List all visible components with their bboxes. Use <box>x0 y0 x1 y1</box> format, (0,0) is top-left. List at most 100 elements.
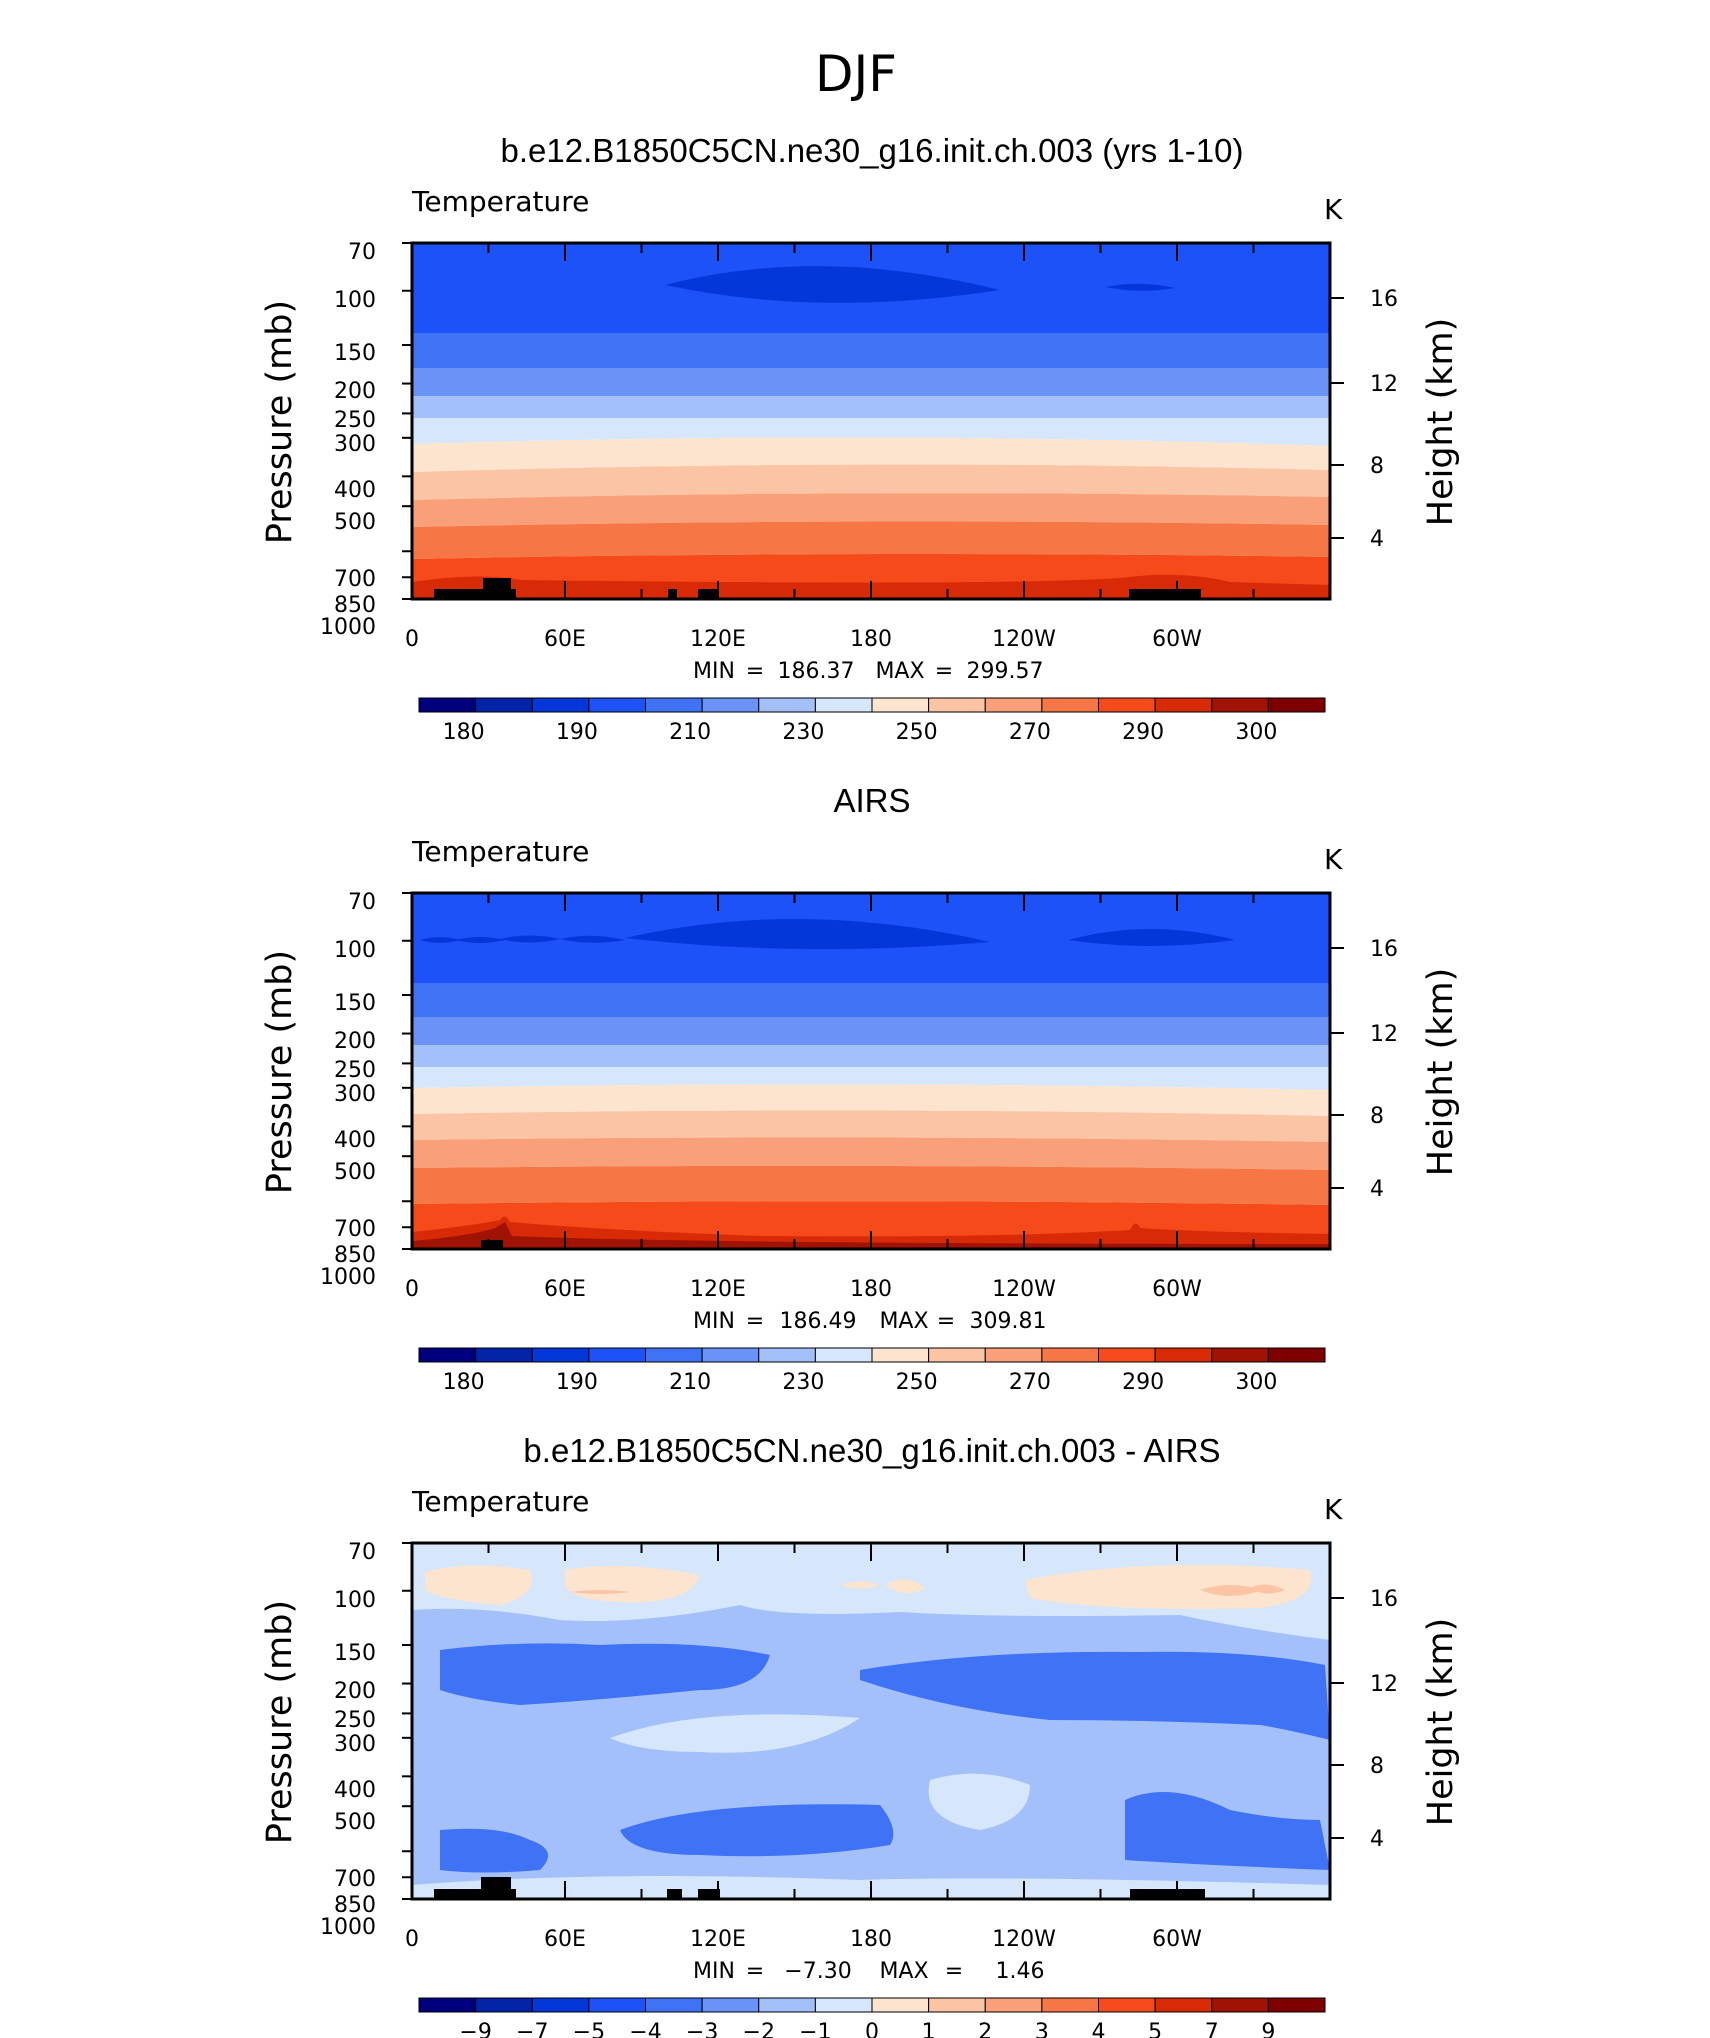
pressure-tick-label: 300 <box>334 1732 376 1757</box>
y-axis-label: Pressure (mb) <box>260 950 300 1194</box>
variable-label: Temperature <box>411 1485 589 1518</box>
diff-warm-patches <box>425 1564 1312 1609</box>
colorbar-box <box>814 1347 873 1363</box>
band-9 <box>412 493 1330 527</box>
colorbar-box <box>871 1347 930 1363</box>
diff-upper-blue <box>440 1643 1330 1740</box>
colorbar-label: 210 <box>669 1370 711 1395</box>
panel-model: b.e12.B1850C5CN.ne30_g16.init.ch.003 (yr… <box>260 132 1461 745</box>
band-5 <box>412 1045 1330 1067</box>
colorbar-box <box>1211 1997 1269 2013</box>
colorbar-label: 270 <box>1009 720 1051 745</box>
band-8 <box>412 464 1330 500</box>
pressure-tick-label: 300 <box>334 432 376 457</box>
colorbar-box <box>1098 697 1156 713</box>
colorbar-label: 230 <box>782 720 824 745</box>
band-cold-core-2 <box>1105 283 1175 291</box>
longitude-tick-label: 120W <box>992 1927 1056 1952</box>
colorbar-box <box>871 697 930 713</box>
height-tick-label: 4 <box>1370 527 1384 552</box>
colorbar-box <box>418 697 477 713</box>
stats-max: 1.46 <box>996 1959 1045 1984</box>
colorbar-label: 290 <box>1122 720 1164 745</box>
colorbar-box <box>928 1997 986 2013</box>
band-4 <box>412 1017 1330 1045</box>
colorbar-label: 190 <box>556 1370 598 1395</box>
height-tick-label: 16 <box>1370 1587 1398 1612</box>
colorbar-box <box>1267 697 1326 713</box>
panel-title: b.e12.B1850C5CN.ne30_g16.init.ch.003 (yr… <box>501 132 1244 169</box>
panel-title: AIRS <box>833 782 910 819</box>
y-axis-label: Pressure (mb) <box>260 300 300 544</box>
y-axis-right-label: Height (km) <box>1421 968 1461 1177</box>
colorbar-label: 180 <box>443 720 485 745</box>
colorbar-box <box>418 1347 477 1363</box>
height-tick-label: 8 <box>1370 454 1384 479</box>
topography <box>481 1240 503 1249</box>
colorbar-box <box>1041 1347 1099 1363</box>
colorbar: 180 190 210 230 250 270 290 300 <box>418 1347 1326 1395</box>
diff-light-tongue <box>610 1714 1030 1830</box>
y-axis-label: Pressure (mb) <box>260 1600 300 1844</box>
pressure-tick-label: 500 <box>334 1810 376 1835</box>
colorbar-label: 250 <box>896 720 938 745</box>
stats-eq: = <box>746 1959 764 1984</box>
y-axis-right-label: Height (km) <box>1421 1618 1461 1827</box>
panel-airs: AIRS Temperature K Pressure (mb) Height … <box>260 782 1461 1395</box>
pressure-tick-label: 1000 <box>320 615 376 640</box>
colorbar-label: 300 <box>1235 1370 1277 1395</box>
pressure-tick-label: 300 <box>334 1082 376 1107</box>
height-tick-label: 16 <box>1370 937 1398 962</box>
band-3 <box>412 333 1330 368</box>
band-5 <box>412 396 1330 418</box>
pressure-tick-label: 150 <box>334 1641 376 1666</box>
stats-eq: = <box>937 1309 955 1334</box>
units-label: K <box>1324 1493 1343 1526</box>
colorbar-box <box>645 1997 703 2013</box>
units-label: K <box>1324 193 1343 226</box>
pressure-tick-label: 100 <box>334 938 376 963</box>
colorbar-box <box>758 1347 816 1363</box>
colorbar-box <box>1154 1997 1213 2013</box>
colorbar-label: −5 <box>573 2020 605 2038</box>
longitude-tick-label: 0 <box>405 627 419 652</box>
height-tick-label: 4 <box>1370 1827 1384 1852</box>
topography <box>481 1877 511 1899</box>
colorbar-box <box>701 1997 760 2013</box>
longitude-tick-label: 180 <box>850 1927 892 1952</box>
topography <box>1130 1889 1205 1899</box>
colorbar-label: 5 <box>1148 2020 1162 2038</box>
topography <box>668 589 677 599</box>
height-tick-label: 16 <box>1370 287 1398 312</box>
height-tick-label: 4 <box>1370 1177 1384 1202</box>
pressure-tick-label: 250 <box>334 1708 376 1733</box>
colorbar-box <box>1267 1347 1326 1363</box>
topography <box>483 578 511 599</box>
colorbar-box <box>814 1997 873 2013</box>
pressure-tick-label: 70 <box>348 890 376 915</box>
colorbar-label: 4 <box>1092 2020 1106 2038</box>
plot-area <box>410 891 1332 1251</box>
height-tick-label: 8 <box>1370 1754 1384 1779</box>
stats-max-label: MAX <box>875 659 924 684</box>
stats-min-label: MIN <box>693 1959 735 1984</box>
band-10 <box>412 521 1330 559</box>
longitude-tick-label: 120W <box>992 627 1056 652</box>
topography <box>1129 589 1201 599</box>
plot-area <box>410 1541 1332 1901</box>
pressure-tick-label: 700 <box>334 567 376 592</box>
band-3 <box>412 983 1330 1017</box>
pressure-tick-label: 400 <box>334 478 376 503</box>
height-ticks: 16 12 8 4 <box>1330 937 1398 1202</box>
colorbar-label: 270 <box>1009 1370 1051 1395</box>
stats-max: 309.81 <box>970 1309 1047 1334</box>
colorbar-label: 180 <box>443 1370 485 1395</box>
colorbar-label: 9 <box>1261 2020 1275 2038</box>
height-ticks: 16 12 8 4 <box>1330 1587 1398 1852</box>
colorbar-box <box>984 1347 1043 1363</box>
longitude-tick-label: 120E <box>690 627 746 652</box>
longitude-tick-label: 120W <box>992 1277 1056 1302</box>
colorbar-box <box>928 1347 986 1363</box>
longitude-ticks: 0 60E 120E 180 120W 60W <box>405 893 1331 1302</box>
